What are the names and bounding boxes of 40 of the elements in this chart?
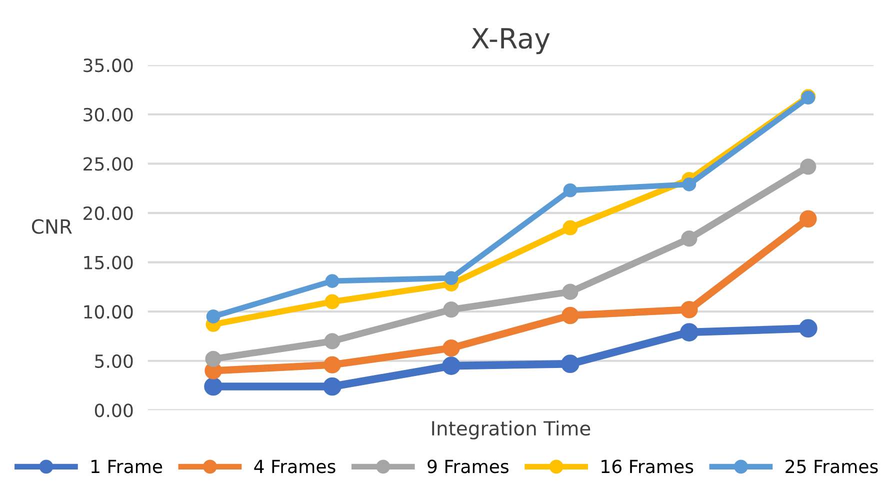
point [800, 210, 817, 228]
point [324, 294, 340, 310]
point [444, 271, 458, 285]
point [562, 306, 579, 324]
point [562, 220, 578, 236]
point [442, 339, 460, 357]
point [204, 377, 222, 396]
y-tick-label: 15.00 [84, 256, 133, 270]
legend-label: 4 Frames [254, 460, 336, 474]
y-tick-label: 25.00 [84, 157, 133, 171]
y-tick-label: 0.00 [94, 404, 133, 418]
y-axis-title: CNR [32, 219, 72, 234]
point [206, 310, 220, 324]
point [325, 274, 340, 288]
point [443, 302, 460, 318]
y-tick-label: 20.00 [84, 206, 133, 220]
x-axis-title: Integration Time [432, 420, 590, 440]
y-tick-label: 30.00 [84, 108, 133, 122]
point [561, 354, 580, 373]
point [800, 158, 816, 175]
y-tick-label: 5.00 [95, 354, 133, 368]
point [324, 333, 340, 350]
point [324, 356, 341, 374]
legend-label: 25 Frames [786, 460, 878, 474]
y-tick-label: 35.00 [84, 58, 133, 72]
point [205, 350, 222, 367]
y-tick-label: 10.00 [84, 305, 133, 319]
point [562, 284, 578, 300]
legend-label: 1 Frame [92, 460, 162, 474]
point [680, 323, 698, 342]
point [323, 377, 342, 396]
chart-title: X-Ray [472, 28, 550, 54]
legend-label: 16 Frames [602, 460, 694, 474]
point [563, 183, 578, 198]
legend-label: 9 Frames [428, 460, 508, 474]
point [682, 177, 696, 192]
point [681, 230, 698, 247]
point [442, 356, 460, 375]
point [798, 319, 818, 338]
point [680, 300, 698, 318]
